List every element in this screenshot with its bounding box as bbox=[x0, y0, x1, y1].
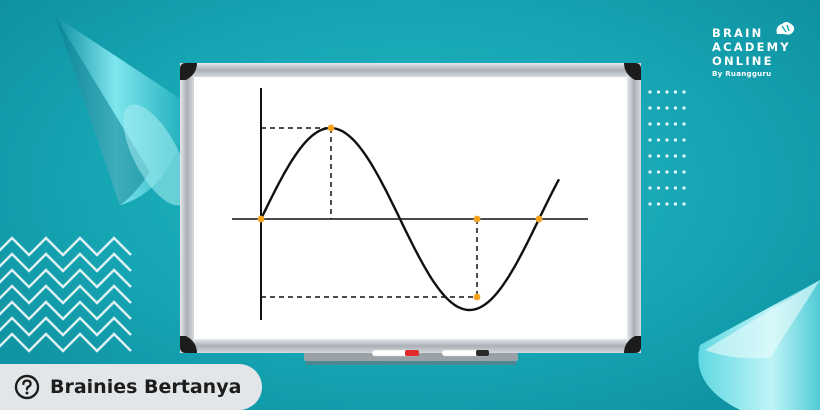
grid-dot bbox=[648, 202, 652, 206]
grid-dot bbox=[673, 154, 678, 158]
grid-dot bbox=[648, 154, 652, 158]
grid-dot bbox=[682, 186, 686, 190]
grid-dot bbox=[665, 106, 669, 110]
grid-dot bbox=[673, 90, 678, 94]
grid-dot bbox=[682, 106, 686, 110]
sine-curve bbox=[259, 126, 561, 312]
grid-dot bbox=[665, 186, 669, 190]
question-circle-icon bbox=[14, 374, 40, 400]
point-maximum bbox=[327, 124, 335, 132]
point-minimum bbox=[473, 293, 481, 301]
zigzag-pattern bbox=[0, 236, 132, 353]
grid-dot bbox=[665, 90, 669, 94]
brand-line-2: ACADEMY bbox=[712, 40, 791, 54]
point-origin bbox=[257, 215, 265, 223]
black-marker bbox=[441, 349, 490, 357]
grid-dot bbox=[656, 154, 661, 158]
grid-dot bbox=[656, 170, 661, 174]
grid-dot bbox=[648, 138, 652, 142]
grid-dot bbox=[682, 138, 686, 142]
grid-dot bbox=[656, 90, 661, 94]
grid-dot bbox=[682, 202, 686, 206]
cone-left bbox=[55, 16, 190, 206]
grid-dot bbox=[673, 106, 678, 110]
brain-mark-icon bbox=[776, 22, 795, 35]
grid-dot bbox=[665, 170, 669, 174]
grid-dot bbox=[656, 202, 661, 206]
brand-line-1: BRAIN bbox=[712, 26, 764, 40]
grid-dot bbox=[648, 106, 652, 110]
grid-dot bbox=[665, 138, 669, 142]
grid-dot bbox=[656, 138, 661, 142]
brand-logo: BRAIN ACADEMY ONLINE By Ruangguru bbox=[712, 22, 812, 78]
grid-dot bbox=[656, 122, 661, 126]
grid-dot bbox=[648, 186, 652, 190]
grid-dot bbox=[648, 170, 652, 174]
grid-dot bbox=[656, 106, 661, 110]
grid-dot bbox=[682, 154, 686, 158]
grid-dot bbox=[682, 122, 686, 126]
badge-label: Brainies Bertanya bbox=[50, 376, 242, 398]
sine-graph bbox=[232, 88, 588, 320]
grid-dot bbox=[656, 186, 661, 190]
grid-dot bbox=[673, 186, 678, 190]
grid-dot bbox=[673, 138, 678, 142]
grid-dot bbox=[648, 122, 652, 126]
dot-grid bbox=[648, 90, 686, 206]
brand-line-3: ONLINE bbox=[712, 54, 774, 68]
grid-dot bbox=[648, 90, 652, 94]
grid-dot bbox=[665, 122, 669, 126]
cone-right bbox=[698, 280, 820, 410]
grid-dot bbox=[673, 202, 678, 206]
key-points bbox=[257, 124, 543, 301]
grid-dot bbox=[673, 122, 678, 126]
point-period-end bbox=[535, 215, 543, 223]
grid-dot bbox=[665, 202, 669, 206]
point-zero-crossing bbox=[473, 215, 481, 223]
grid-dot bbox=[682, 90, 686, 94]
grid-dot bbox=[673, 170, 678, 174]
grid-dot bbox=[682, 170, 686, 174]
brainies-bertanya-badge: Brainies Bertanya bbox=[0, 364, 262, 410]
guide-lines bbox=[261, 127, 478, 298]
grid-dot bbox=[665, 154, 669, 158]
red-marker bbox=[371, 349, 420, 357]
brand-byline: By Ruangguru bbox=[712, 70, 772, 78]
whiteboard bbox=[180, 63, 641, 365]
